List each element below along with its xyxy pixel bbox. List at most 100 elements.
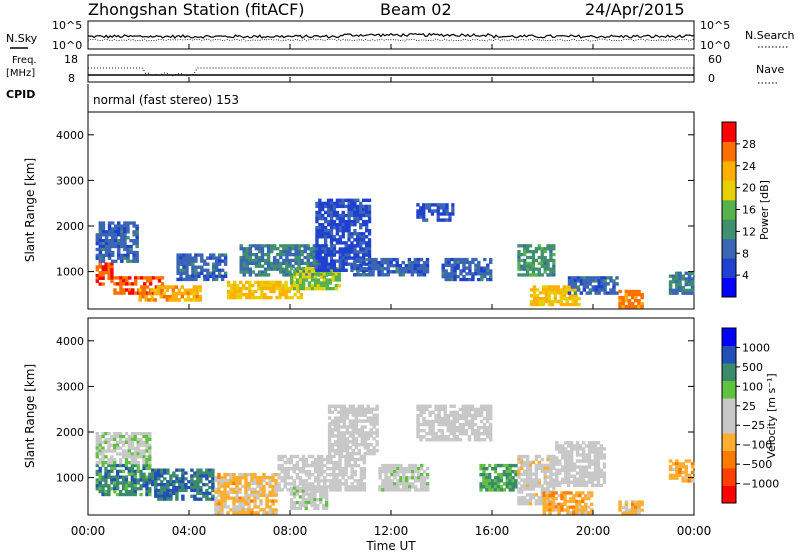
velocity-echo-cell bbox=[338, 488, 342, 492]
velocity-echo-cell bbox=[602, 474, 607, 478]
velocity-echo-cell bbox=[375, 404, 379, 408]
velocity-echo-cell bbox=[181, 483, 185, 487]
power-echo-cell bbox=[95, 239, 100, 243]
power-echo-cell bbox=[549, 253, 553, 257]
velocity-echo-cell bbox=[181, 497, 185, 501]
power-echo-cell bbox=[126, 230, 130, 234]
power-echo-cell bbox=[218, 253, 222, 257]
velocity-echo-cell bbox=[443, 435, 447, 439]
velocity-echo-cell bbox=[127, 446, 131, 450]
power-echo-cell bbox=[568, 302, 572, 307]
power-echo-cell bbox=[318, 250, 322, 254]
power-echo-cell bbox=[459, 257, 463, 262]
velocity-echo-cell bbox=[166, 483, 170, 487]
power-echo-cell bbox=[260, 250, 265, 254]
velocity-echo-cell bbox=[526, 466, 530, 470]
power-echo-cell bbox=[350, 198, 354, 202]
velocity-echo-cell bbox=[184, 483, 188, 487]
velocity-echo-cell bbox=[511, 488, 515, 492]
velocity-echo-cell bbox=[363, 419, 367, 423]
velocity-echo-cell bbox=[244, 511, 248, 515]
velocity-echo-cell bbox=[319, 489, 323, 493]
velocity-echo-cell bbox=[113, 463, 117, 468]
power-echo-cell bbox=[450, 275, 454, 279]
power-echo-cell bbox=[347, 238, 351, 242]
velocity-echo-cell bbox=[602, 477, 607, 481]
velocity-echo-cell bbox=[101, 492, 105, 497]
freq-label-line2: [MHz] bbox=[6, 68, 35, 79]
velocity-echo-cell bbox=[584, 480, 589, 484]
power-echo-cell bbox=[321, 201, 325, 206]
velocity-echo-cell bbox=[564, 450, 568, 454]
power-echo-cell bbox=[312, 250, 316, 254]
velocity-echo-cell bbox=[133, 455, 137, 459]
velocity-echo-cell bbox=[196, 468, 200, 472]
velocity-echo-cell bbox=[280, 476, 284, 480]
power-echo-cell bbox=[285, 247, 289, 251]
power-echo-cell bbox=[174, 294, 178, 299]
velocity-echo-cell bbox=[520, 463, 524, 468]
velocity-echo-cell bbox=[265, 496, 269, 500]
velocity-echo-cell bbox=[408, 482, 412, 486]
velocity-echo-cell bbox=[390, 488, 394, 492]
velocity-echo-cell bbox=[295, 473, 300, 477]
power-echo-cell bbox=[582, 279, 586, 283]
velocity-echo-cell bbox=[211, 480, 215, 484]
power-echo-cell bbox=[630, 302, 635, 306]
velocity-echo-cell bbox=[668, 476, 673, 480]
velocity-echo-cell bbox=[253, 478, 257, 483]
power-echo-cell bbox=[567, 291, 572, 295]
velocity-echo-cell bbox=[485, 416, 490, 421]
velocity-echo-cell bbox=[341, 482, 345, 486]
velocity-echo-cell bbox=[330, 443, 335, 447]
velocity-echo-cell bbox=[202, 474, 206, 478]
velocity-echo-cell bbox=[587, 497, 591, 501]
velocity-echo-cell bbox=[338, 479, 342, 483]
power-echo-cell bbox=[318, 201, 322, 206]
power-echo-cell bbox=[245, 267, 249, 271]
velocity-echo-cell bbox=[369, 410, 373, 414]
power-echo-cell bbox=[365, 253, 369, 257]
power-echo-cell bbox=[104, 247, 109, 252]
power-echo-cell bbox=[404, 267, 408, 271]
velocity-echo-cell bbox=[378, 488, 382, 492]
power-echo-cell bbox=[353, 264, 357, 268]
power-echo-cell bbox=[95, 273, 99, 278]
velocity-echo-cell bbox=[366, 437, 370, 441]
velocity-echo-cell bbox=[428, 404, 432, 408]
power-echo-cell bbox=[401, 267, 405, 271]
power-echo-cell bbox=[344, 219, 348, 224]
velocity-echo-cell bbox=[350, 488, 354, 492]
power-echo-cell bbox=[278, 286, 282, 291]
power-echo-cell bbox=[353, 229, 357, 233]
velocity-echo-cell bbox=[238, 490, 242, 494]
power-echo-cell bbox=[537, 270, 541, 274]
velocity-echo-cell bbox=[95, 472, 99, 476]
power-echo-cell bbox=[359, 232, 363, 236]
velocity-echo-cell bbox=[142, 478, 146, 482]
velocity-echo-cell bbox=[142, 481, 146, 485]
velocity-echo-cell bbox=[526, 460, 530, 465]
velocity-echo-cell bbox=[247, 502, 251, 506]
velocity-echo-cell bbox=[348, 451, 353, 456]
velocity-echo-cell bbox=[540, 502, 544, 506]
power-echo-cell bbox=[562, 288, 566, 292]
velocity-echo-cell bbox=[336, 446, 341, 450]
power-echo-cell bbox=[117, 244, 121, 249]
power-echo-cell bbox=[131, 291, 135, 295]
power-echo-cell bbox=[552, 264, 556, 268]
power-echo-cell bbox=[180, 291, 184, 296]
power-echo-cell bbox=[334, 287, 338, 291]
velocity-echo-cell bbox=[452, 413, 456, 418]
velocity-echo-cell bbox=[493, 463, 498, 468]
power-echo-cell bbox=[266, 286, 270, 291]
power-echo-cell bbox=[347, 219, 351, 224]
velocity-echo-cell bbox=[485, 432, 490, 436]
velocity-echo-cell bbox=[196, 483, 200, 487]
power-echo-cell bbox=[585, 282, 589, 286]
velocity-echo-cell bbox=[419, 407, 423, 412]
power-echo-cell bbox=[552, 270, 556, 274]
power-echo-cell bbox=[128, 282, 132, 286]
velocity-echo-cell bbox=[247, 511, 251, 515]
power-echo-cell bbox=[200, 253, 204, 257]
